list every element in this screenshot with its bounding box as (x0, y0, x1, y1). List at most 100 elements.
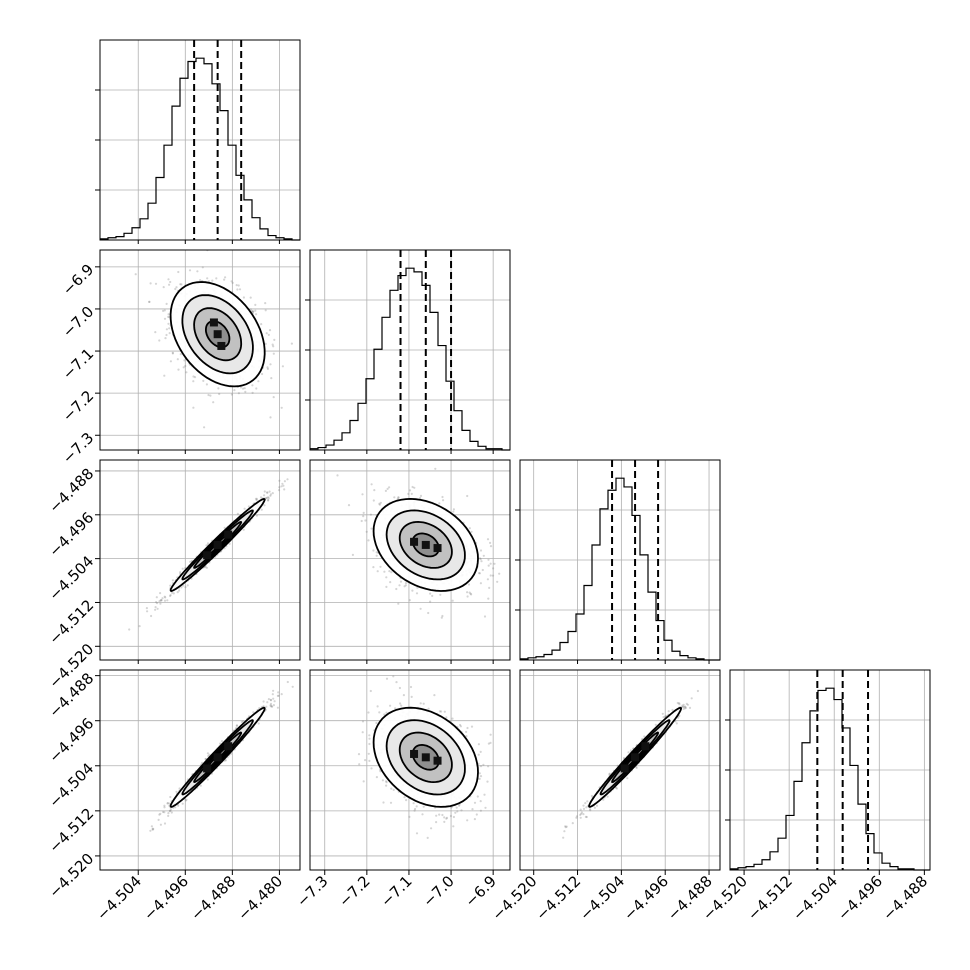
sample-point (392, 675, 395, 678)
sample-point (163, 806, 166, 809)
sample-point (269, 699, 273, 702)
sample-point (286, 478, 289, 481)
sample-point (257, 380, 260, 383)
panel-content-3-0 (100, 670, 300, 870)
sample-point (385, 585, 388, 589)
sample-point (163, 317, 167, 320)
sample-point (484, 806, 487, 809)
sample-point (443, 816, 446, 819)
sample-point (372, 566, 375, 569)
sample-point (575, 815, 579, 818)
sample-point (403, 585, 406, 588)
hist-panel-p3 (725, 669, 931, 871)
sample-point (376, 570, 379, 573)
sample-point (389, 704, 392, 707)
sample-point (278, 486, 281, 489)
histogram-p0 (100, 57, 300, 241)
hist-panel-p0 (95, 39, 301, 241)
sample-point (254, 497, 258, 500)
sample-point (258, 707, 261, 710)
sample-point (364, 759, 367, 762)
sample-point (192, 406, 195, 409)
contour-line-1 (193, 307, 243, 362)
sample-point (162, 810, 165, 814)
sample-point (230, 280, 233, 283)
sample-point (351, 553, 354, 557)
density-peak-cell (213, 330, 222, 339)
sample-point (154, 606, 157, 609)
sample-point (410, 492, 413, 495)
sample-point (362, 511, 365, 514)
density-peak-cell (421, 540, 430, 549)
sample-point (163, 595, 166, 598)
sample-point (419, 494, 423, 497)
sample-point (473, 801, 477, 804)
density-peak-cell (224, 742, 233, 751)
sample-point (373, 452, 375, 454)
sample-point (176, 591, 179, 594)
sample-point (148, 300, 151, 303)
sample-point (128, 628, 131, 631)
sample-point (276, 706, 279, 709)
sample-point (283, 480, 286, 483)
panel-p2-vs-p1 (309, 452, 511, 661)
sample-point (247, 505, 250, 508)
sample-point (266, 491, 269, 494)
sample-point (159, 602, 162, 605)
sample-point (482, 763, 485, 766)
sample-point (267, 333, 270, 336)
sample-point (148, 300, 151, 303)
sample-point (178, 589, 181, 592)
sample-point (487, 742, 490, 745)
sample-point (357, 753, 361, 756)
sample-point (252, 310, 255, 313)
sample-point (242, 296, 245, 299)
contour-line-2 (169, 281, 266, 388)
sample-point (486, 578, 489, 581)
sample-point (235, 724, 239, 727)
sample-point (479, 809, 482, 812)
sample-point (235, 284, 238, 287)
sample-point (269, 416, 272, 419)
sample-point (267, 698, 270, 701)
sample-point (205, 544, 208, 547)
sample-point (159, 599, 162, 602)
sample-point (176, 358, 179, 361)
sample-point (171, 352, 174, 355)
density-peak-cell (209, 318, 218, 327)
sample-point (237, 392, 240, 395)
sample-point (483, 793, 486, 796)
sample-point (281, 482, 284, 485)
density-peak-cell (213, 540, 222, 549)
sample-point (206, 778, 209, 781)
sample-point (241, 387, 245, 390)
sample-point (265, 497, 268, 500)
sample-point (206, 542, 210, 545)
sample-point (202, 379, 205, 382)
panel-content-3-1 (310, 670, 510, 870)
sample-point (263, 490, 266, 493)
sample-point (486, 780, 489, 783)
sample-point (266, 366, 269, 369)
sample-point (480, 560, 483, 563)
sample-point (254, 309, 257, 312)
panel-frame-3-1 (309, 669, 511, 871)
sample-point (236, 512, 239, 515)
sample-point (358, 763, 361, 766)
sample-point (250, 309, 254, 313)
density-peak-cell (217, 341, 226, 350)
sample-point (468, 527, 471, 530)
sample-point (582, 813, 585, 816)
sample-point (211, 279, 214, 282)
sample-point (167, 315, 170, 318)
sample-point (411, 485, 414, 489)
sample-point (473, 818, 476, 821)
sample-point (249, 308, 252, 311)
sample-point (675, 722, 678, 725)
sample-point (360, 519, 363, 523)
sample-point (150, 825, 153, 828)
sample-point (150, 614, 153, 618)
sample-point (251, 384, 254, 387)
sample-point (189, 560, 192, 563)
sample-point (478, 572, 481, 575)
